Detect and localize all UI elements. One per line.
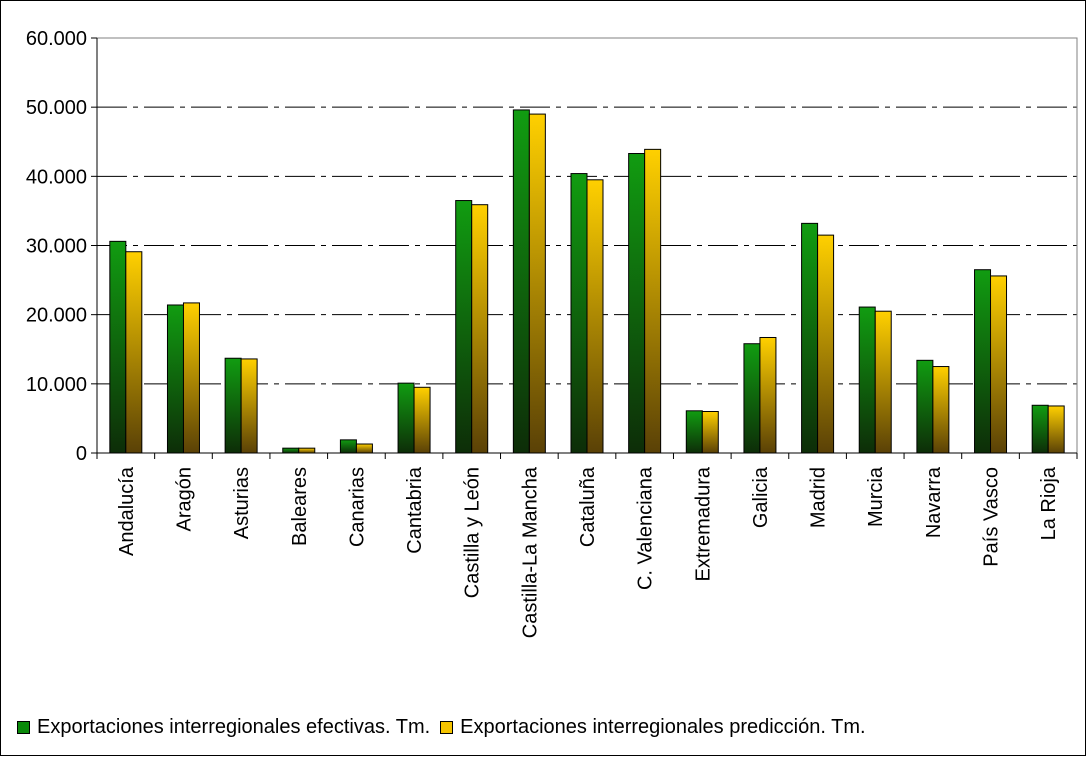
bar-efectivas <box>512 109 530 454</box>
x-tick-label: La Rioja <box>1038 466 1060 540</box>
x-tick-label: Extremadura <box>692 466 714 581</box>
bar-prediccion <box>125 251 143 454</box>
bar-efectivas <box>339 439 357 454</box>
bar-efectivas <box>570 173 588 454</box>
bar-efectivas <box>166 304 184 454</box>
legend-label-prediccion: Exportaciones interregionales predicción… <box>460 715 866 738</box>
bar-efectivas <box>1031 404 1049 454</box>
bar-efectivas <box>685 410 703 454</box>
bar-prediccion <box>644 148 662 454</box>
bar-prediccion <box>874 310 892 454</box>
bar-prediccion <box>298 447 316 454</box>
y-tick-label: 50.000 <box>26 97 87 119</box>
bar-prediccion <box>528 113 546 454</box>
bar-efectivas <box>397 382 415 454</box>
legend-swatch-green <box>17 720 30 734</box>
bar-prediccion <box>471 204 489 454</box>
y-tick-label: 20.000 <box>26 305 87 327</box>
y-tick-label: 40.000 <box>26 166 87 188</box>
legend: Exportaciones interregionales efectivas.… <box>17 713 876 741</box>
bar-efectivas <box>743 343 761 454</box>
bar-prediccion <box>701 411 719 454</box>
x-tick-label: Murcia <box>865 466 887 527</box>
x-tick-label: Galicia <box>750 466 772 528</box>
bar-prediccion <box>990 275 1008 454</box>
bar-prediccion <box>759 336 777 454</box>
x-tick-label: Baleares <box>289 467 311 546</box>
y-tick-label: 0 <box>76 443 87 465</box>
y-tick-label: 60.000 <box>26 28 87 50</box>
bar-efectivas <box>109 240 127 454</box>
x-tick-label: Castilla y León <box>462 467 484 598</box>
bar-efectivas <box>974 269 992 454</box>
x-tick-label: Canarias <box>346 467 368 547</box>
x-tick-label: Andalucía <box>116 466 138 556</box>
bar-efectivas <box>455 200 473 454</box>
bar-efectivas <box>224 357 242 454</box>
bar-prediccion <box>182 302 200 454</box>
bar-efectivas <box>916 359 934 454</box>
x-tick-label: Aragón <box>173 467 195 532</box>
x-tick-label: País Vasco <box>981 467 1003 567</box>
bar-efectivas <box>858 306 876 454</box>
bar-efectivas <box>801 222 819 454</box>
bar-prediccion <box>817 234 835 454</box>
legend-item-efectivas: Exportaciones interregionales efectivas.… <box>17 716 430 739</box>
bar-prediccion <box>240 358 258 454</box>
bar-efectivas <box>628 153 646 454</box>
x-tick-label: Cataluña <box>577 466 599 547</box>
legend-item-prediccion: Exportaciones interregionales predicción… <box>440 715 866 739</box>
x-tick-label: C. Valenciana <box>635 466 657 590</box>
x-tick-label: Madrid <box>808 467 830 528</box>
legend-swatch-yellow <box>440 720 454 734</box>
bar-prediccion <box>355 443 373 454</box>
x-tick-label: Cantabria <box>404 466 426 554</box>
tick-labels: 0 10.000 20.000 30.000 40.000 50.000 60.000 And… <box>26 28 1060 638</box>
legend-label-efectivas: Exportaciones interregionales efectivas.… <box>37 715 431 738</box>
bar-prediccion <box>586 179 604 454</box>
bars <box>109 109 1065 454</box>
bar-prediccion <box>1047 405 1065 454</box>
bar-efectivas <box>282 447 300 454</box>
bar-prediccion <box>413 386 431 454</box>
x-tick-label: Navarra <box>923 466 945 538</box>
bar-prediccion <box>932 366 950 454</box>
y-tick-label: 30.000 <box>26 236 87 258</box>
x-tick-label: Castilla-La Mancha <box>519 466 541 638</box>
x-tick-label: Asturias <box>231 467 253 539</box>
y-tick-label: 10.000 <box>26 374 87 396</box>
